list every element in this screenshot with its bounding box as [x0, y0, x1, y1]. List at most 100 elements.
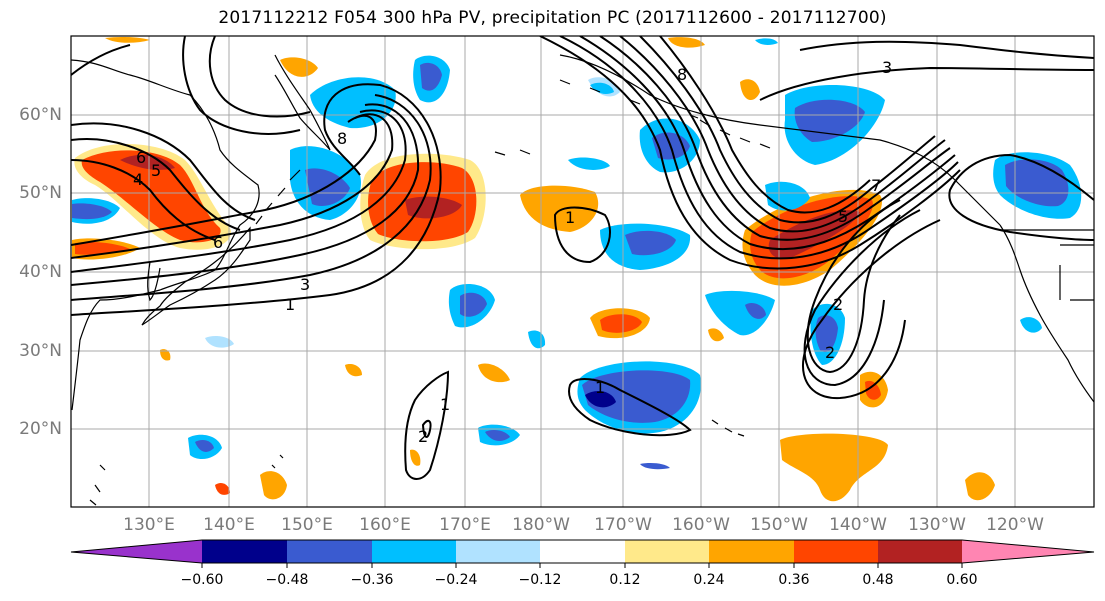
pv-contour	[568, 378, 692, 437]
pv-contour	[553, 206, 611, 264]
colorbar-tick-label: 0.12	[609, 572, 641, 588]
precip-blob	[280, 57, 318, 77]
precip-blob	[568, 157, 610, 170]
contour-label: 5	[838, 207, 848, 226]
lon-label: 130°E	[123, 515, 175, 535]
precip-blob	[520, 185, 599, 232]
contour-label: 6	[213, 233, 223, 252]
colorbar-segment	[287, 540, 372, 563]
colorbar-segment	[709, 540, 794, 563]
precip-blob	[755, 38, 778, 45]
na-west-coastline	[999, 224, 1094, 403]
precip-blob	[405, 196, 462, 219]
precip-blob	[478, 363, 510, 383]
contour-label: 1	[285, 295, 295, 314]
kurile-islands	[255, 169, 301, 225]
precip-blob	[585, 390, 616, 408]
lat-label: 30°N	[19, 341, 62, 361]
lat-label: 50°N	[19, 183, 62, 203]
pv-contour	[659, 36, 871, 214]
pv-contour	[71, 138, 241, 231]
pv-contour	[404, 370, 450, 480]
pv-contour	[948, 153, 1094, 241]
pv-contour	[806, 199, 901, 374]
contour-label: 1	[565, 208, 575, 227]
colorbar-segment	[878, 540, 962, 563]
map-title: 2017112212 F054 300 hPa PV, precipitatio…	[218, 8, 887, 28]
pv-contour	[759, 66, 1094, 101]
precip-blob	[345, 364, 362, 377]
colorbar-ticks	[201, 563, 963, 568]
contour-label: 8	[337, 129, 347, 148]
pv-contour	[599, 36, 951, 241]
precip-blob	[625, 230, 676, 256]
pv-contours	[71, 36, 1094, 480]
colorbar-tick-label: 0.36	[778, 572, 810, 588]
pv-contour	[71, 159, 216, 241]
pv-contour	[208, 36, 311, 118]
lon-label: 140°E	[203, 515, 255, 535]
colorbar	[70, 539, 1095, 568]
contour-label: 5	[151, 161, 161, 180]
pv-contour	[71, 122, 256, 221]
pv-contour	[619, 36, 946, 233]
colorbar-tick-label: 0.60	[946, 572, 978, 588]
korea-coastline	[147, 261, 161, 302]
precip-blob	[205, 336, 234, 348]
precip-blob	[768, 210, 860, 259]
lon-label: 150°E	[281, 515, 333, 535]
precip-blob	[120, 154, 175, 170]
pv-contour	[182, 36, 301, 135]
pv-contour	[579, 36, 956, 250]
lon-label: 150°W	[750, 515, 808, 535]
colorbar-tick-label: 0.24	[693, 572, 725, 588]
precip-blob	[215, 482, 230, 495]
precip-blob	[780, 433, 888, 502]
colorbar-tick-label: −0.36	[350, 572, 394, 588]
precip-blob	[590, 82, 614, 94]
precip-blob	[105, 36, 150, 43]
pv-contour	[71, 114, 377, 246]
contour-label: 1	[440, 395, 450, 414]
precip-blob	[420, 62, 442, 91]
precip-blob	[485, 429, 510, 442]
precip-blob	[460, 292, 487, 317]
colorbar-tick-label: −0.24	[434, 572, 478, 588]
precip-blob	[708, 328, 724, 342]
pv-contour	[71, 109, 407, 273]
precip-blob	[600, 314, 642, 333]
precip-blob	[740, 79, 760, 101]
pv-contour	[802, 219, 941, 400]
precip-blob	[81, 150, 221, 243]
pv-contour	[71, 94, 432, 301]
contour-label: 7	[871, 176, 881, 195]
precip-blob	[705, 290, 775, 336]
pv-contour	[799, 40, 1094, 59]
colorbar-segment	[794, 540, 878, 563]
lon-label: 160°W	[672, 515, 730, 535]
precip-blob	[72, 203, 112, 220]
contour-label: 8	[677, 65, 687, 84]
precip-blob	[640, 463, 670, 470]
lon-label: 180°W	[512, 515, 570, 535]
pv-contour	[421, 419, 432, 438]
lon-label: 160°E	[359, 515, 411, 535]
precip-blob	[965, 472, 995, 501]
map-frame	[70, 35, 1095, 508]
colorbar-tick-label: −0.60	[180, 572, 224, 588]
lon-label: 140°W	[829, 515, 887, 535]
precip-blob	[1020, 317, 1042, 333]
precip-blob	[668, 37, 705, 48]
colorbar-segment	[372, 540, 456, 563]
lon-label: 170°W	[594, 515, 652, 535]
hawaii-islands	[711, 419, 745, 437]
lon-label: 170°E	[439, 515, 491, 535]
colorbar-extend-low	[71, 540, 202, 563]
lon-label: 120°W	[986, 515, 1044, 535]
colorbar-tick-label: −0.48	[265, 572, 309, 588]
kamchatka-coastline	[274, 54, 331, 151]
contour-label: 3	[882, 58, 892, 77]
colorbar-extend-high	[962, 540, 1094, 563]
lat-lon-grid	[71, 36, 1094, 507]
